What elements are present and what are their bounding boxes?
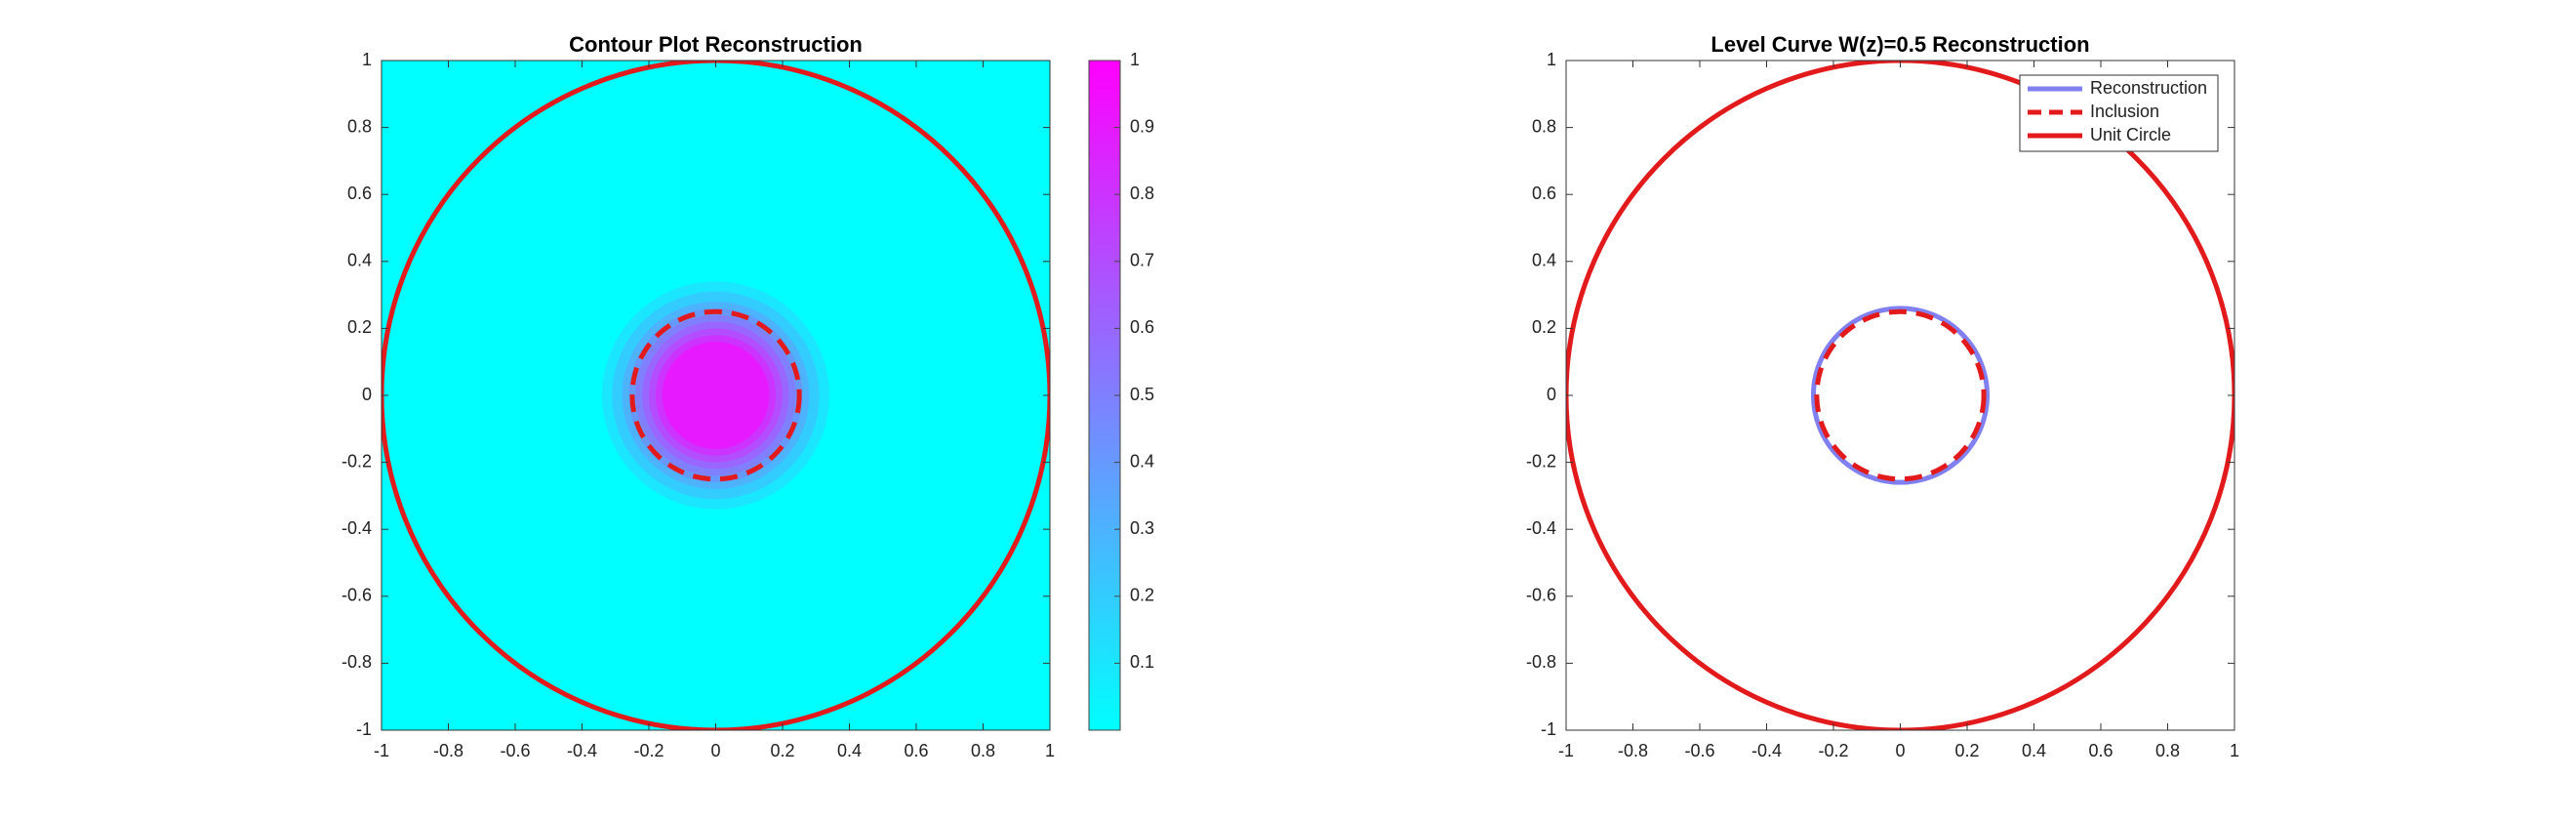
legend-label: Reconstruction (2090, 78, 2207, 98)
y-tick-label: 0.4 (1532, 251, 1556, 270)
legend-label: Inclusion (2090, 102, 2159, 121)
circle-curve (629, 308, 802, 482)
x-tick-label: 0.4 (2022, 741, 2046, 760)
colorbar-tick-label: 0.2 (1130, 586, 1154, 605)
x-tick-label: 0.4 (837, 741, 862, 760)
x-tick-label: -0.2 (1818, 741, 1848, 760)
y-tick-label: -1 (356, 719, 372, 739)
x-tick-label: -0.8 (433, 741, 463, 760)
y-tick-label: -0.4 (1526, 518, 1556, 538)
colorbar-tick-label: 0.6 (1130, 317, 1154, 337)
x-tick-label: 0.8 (2155, 741, 2180, 760)
y-tick-label: 0.2 (1532, 317, 1556, 337)
plot-area (1566, 61, 2234, 730)
x-tick-label: 1 (1045, 741, 1055, 760)
colorbar-tick-label: 0.7 (1130, 251, 1154, 270)
contour-fill (662, 342, 770, 449)
axes-box (1565, 60, 2235, 731)
x-tick-label: -1 (374, 741, 389, 760)
chart-title: Level Curve W(z)=0.5 Reconstruction (1711, 32, 2089, 57)
y-tick-label: 0.6 (347, 184, 372, 203)
level-curve (1566, 61, 2234, 730)
y-tick-label: 0.4 (347, 251, 372, 270)
y-tick-label: -0.6 (1526, 586, 1556, 605)
level-curve (1810, 306, 1991, 485)
colorbar-tick-label: 0.3 (1130, 518, 1154, 538)
y-tick-label: -0.8 (342, 652, 372, 672)
x-tick-label: 1 (2230, 741, 2239, 760)
colorbar-tick-label: 0.4 (1130, 451, 1154, 471)
y-tick-label: 0 (1547, 385, 1556, 404)
x-tick-label: 0 (1895, 741, 1905, 760)
x-tick-label: 0.8 (971, 741, 995, 760)
y-tick-label: -0.8 (1526, 652, 1556, 672)
y-tick-label: 0.8 (1532, 116, 1556, 136)
x-tick-label: 0.2 (1954, 741, 1979, 760)
colorbar-tick-label: 1 (1130, 50, 1140, 69)
y-tick-label: 1 (362, 50, 372, 69)
x-tick-label: -0.8 (1618, 741, 1648, 760)
x-tick-label: 0 (710, 741, 720, 760)
y-tick-label: 0.2 (347, 317, 372, 337)
y-tick-label: -0.4 (342, 518, 372, 538)
x-tick-label: 0.2 (770, 741, 794, 760)
y-tick-label: -0.2 (1526, 451, 1556, 471)
x-tick-label: -0.4 (1751, 741, 1782, 760)
y-tick-label: 0.6 (1532, 184, 1556, 203)
x-tick-label: -1 (1558, 741, 1574, 760)
x-tick-label: 0.6 (2088, 741, 2113, 760)
y-tick-label: -0.6 (342, 586, 372, 605)
y-tick-label: 0 (362, 385, 372, 404)
colorbar-tick-label: 0.9 (1130, 116, 1154, 136)
chart-title: Contour Plot Reconstruction (569, 32, 863, 57)
level-curve (1814, 308, 1987, 482)
x-tick-label: -0.6 (500, 741, 530, 760)
x-tick-label: 0.6 (904, 741, 928, 760)
legend-label: Unit Circle (2090, 125, 2171, 144)
x-tick-label: -0.4 (567, 741, 597, 760)
plot-area (382, 61, 1050, 730)
x-tick-label: -0.6 (1684, 741, 1714, 760)
y-tick-label: -1 (1541, 719, 1556, 739)
y-tick-label: -0.2 (342, 451, 372, 471)
x-tick-label: -0.2 (633, 741, 664, 760)
y-tick-label: 0.8 (347, 116, 372, 136)
colorbar-tick-label: 0.1 (1130, 652, 1154, 672)
y-tick-label: 1 (1547, 50, 1556, 69)
colorbar-tick-label: 0.8 (1130, 184, 1154, 203)
colorbar-tick-label: 0.5 (1130, 385, 1154, 404)
